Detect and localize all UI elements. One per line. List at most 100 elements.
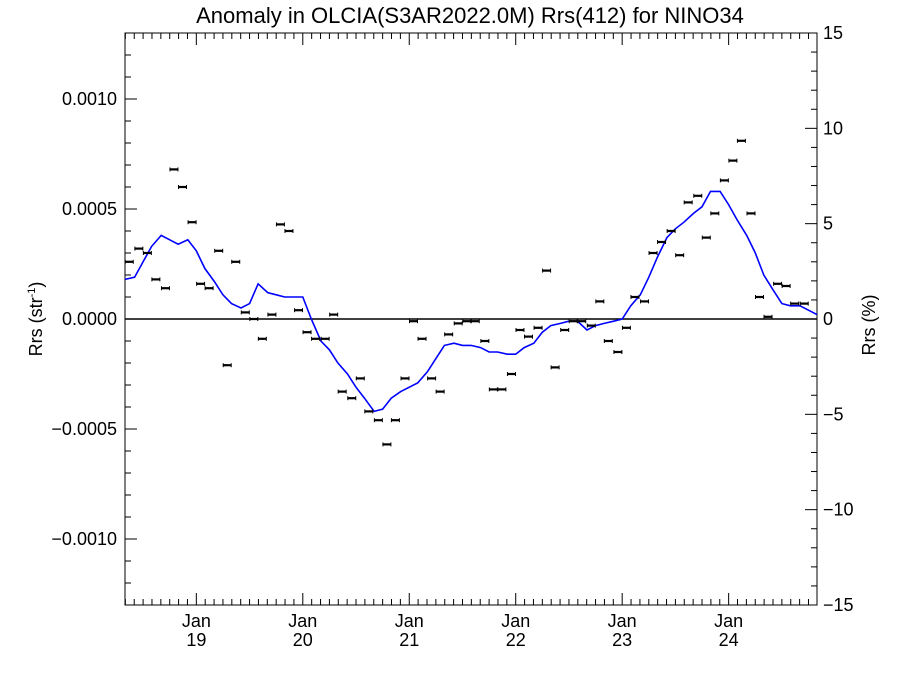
data-point	[355, 376, 365, 381]
data-point	[169, 167, 179, 172]
data-point	[284, 229, 294, 233]
x-tick-label-year: 20	[293, 630, 313, 650]
data-point	[373, 418, 383, 423]
data-point	[249, 317, 259, 321]
data-point	[657, 240, 667, 244]
data-point	[675, 253, 685, 258]
x-tick-label-year: 21	[399, 630, 419, 650]
data-point	[222, 363, 232, 368]
data-point	[640, 299, 650, 304]
left-tick-label: 0.0005	[62, 199, 117, 219]
data-point	[134, 246, 144, 251]
data-point	[497, 387, 507, 392]
data-point	[435, 389, 445, 394]
anomaly-smoothed-line	[124, 190, 818, 413]
data-point	[462, 319, 472, 324]
data-point	[613, 350, 623, 354]
data-point	[763, 314, 773, 319]
data-point	[187, 220, 197, 225]
data-point	[781, 284, 791, 288]
left-y-axis: −0.0010 −0.0005 0.0000 0.0005 0.0010	[51, 32, 137, 606]
data-point	[160, 286, 170, 291]
right-tick-label: 10	[823, 118, 843, 138]
data-point	[267, 312, 277, 317]
right-y-axis-label: Rrs (%)	[859, 295, 879, 356]
data-point	[151, 277, 161, 282]
data-point	[488, 387, 498, 392]
data-point	[595, 299, 605, 304]
data-point	[124, 259, 134, 264]
data-point	[666, 229, 676, 233]
data-point	[417, 336, 427, 341]
data-point	[773, 281, 783, 286]
data-point	[728, 158, 738, 163]
right-tick-label: 5	[823, 214, 833, 234]
left-y-axis-label: Rrs (str-1)	[26, 282, 46, 357]
data-point	[444, 332, 454, 337]
data-point	[337, 389, 347, 394]
x-tick-label-month: Jan	[182, 611, 211, 631]
data-point	[568, 319, 578, 324]
data-point	[347, 396, 357, 401]
data-point	[736, 138, 746, 143]
data-point	[480, 339, 490, 343]
left-tick-label: −0.0005	[51, 419, 117, 439]
x-tick-label-month: Jan	[608, 611, 637, 631]
right-tick-label: 15	[823, 23, 843, 43]
data-point	[196, 281, 206, 286]
x-tick-label-month: Jan	[395, 611, 424, 631]
data-point	[231, 259, 241, 264]
right-tick-label: −10	[823, 500, 854, 520]
x-tick-label-month: Jan	[288, 611, 317, 631]
point-series	[124, 138, 809, 447]
data-point	[364, 409, 374, 414]
right-tick-label: −15	[823, 595, 854, 615]
data-point	[621, 325, 631, 330]
left-tick-label: 0.0000	[62, 309, 117, 329]
x-tick-label-year: 22	[506, 630, 526, 650]
data-point	[427, 376, 437, 381]
x-tick-label-month: Jan	[714, 611, 743, 631]
chart-title: Anomaly in OLCIA(S3AR2022.0M) Rrs(412) f…	[196, 3, 744, 28]
data-point	[204, 286, 214, 291]
data-point	[693, 193, 703, 198]
right-tick-label: −5	[823, 404, 844, 424]
data-point	[409, 319, 419, 324]
data-point	[799, 301, 809, 306]
data-point	[470, 319, 480, 324]
data-point	[302, 330, 312, 335]
data-point	[719, 178, 729, 183]
right-y-axis: −15 −10 −5 0 5 10 15	[805, 23, 854, 615]
right-tick-label: 0	[823, 309, 833, 329]
data-point	[542, 268, 552, 273]
data-point	[275, 222, 285, 227]
data-point	[683, 200, 693, 205]
data-point	[382, 442, 392, 447]
data-point	[329, 312, 339, 317]
x-tick-label-year: 19	[186, 630, 206, 650]
data-point	[294, 308, 304, 313]
data-point	[257, 336, 267, 341]
data-point	[515, 328, 525, 332]
x-tick-label-year: 24	[719, 630, 739, 650]
data-point	[710, 211, 720, 216]
data-point	[701, 235, 711, 240]
data-point	[320, 336, 330, 341]
left-tick-label: −0.0010	[51, 529, 117, 549]
data-point	[214, 248, 224, 253]
data-point	[523, 334, 533, 339]
data-point	[311, 336, 321, 341]
data-point	[755, 295, 765, 299]
data-point	[586, 323, 596, 328]
data-point	[577, 319, 587, 324]
blue-line-series	[124, 190, 818, 413]
data-point	[630, 295, 640, 299]
data-point	[560, 328, 570, 332]
data-point	[400, 376, 410, 381]
data-point	[506, 372, 516, 376]
data-point	[453, 321, 463, 326]
data-point	[603, 339, 613, 343]
left-tick-label: 0.0010	[62, 89, 117, 109]
